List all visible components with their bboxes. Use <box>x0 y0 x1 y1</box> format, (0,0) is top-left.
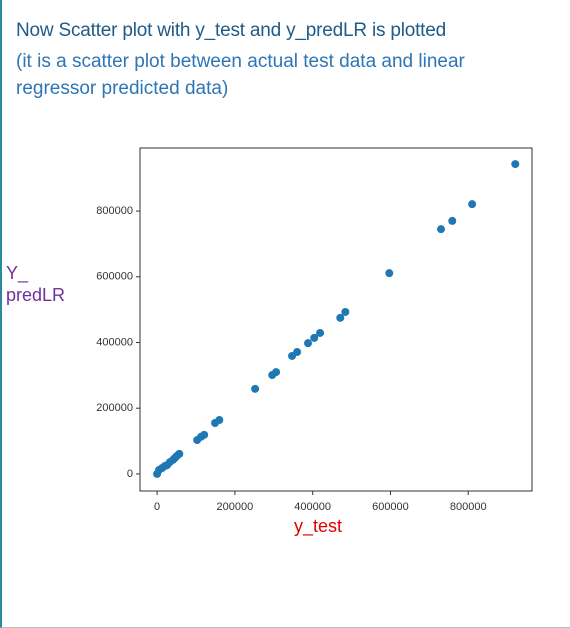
y-tick-label: 0 <box>127 468 133 480</box>
y-axis-label: Y_ predLR <box>6 263 66 305</box>
point <box>511 160 520 169</box>
point <box>336 313 345 322</box>
point <box>385 269 394 278</box>
point <box>175 449 184 458</box>
x-tick-label: 200000 <box>217 501 254 513</box>
point <box>272 368 281 377</box>
x-tick-label: 400000 <box>294 501 331 513</box>
y-tick-label: 800000 <box>96 205 133 217</box>
point <box>310 333 319 342</box>
y-tick-label: 600000 <box>96 271 133 283</box>
point <box>215 416 224 425</box>
point <box>251 384 260 393</box>
x-tick-label: 0 <box>154 501 160 513</box>
y-tick-label: 400000 <box>96 336 133 348</box>
point <box>437 225 445 234</box>
chart-subtitle: (it is a scatter plot between actual tes… <box>16 51 465 99</box>
point <box>341 307 350 316</box>
point <box>468 200 477 209</box>
point <box>200 430 209 439</box>
x-axis-label: y_test <box>293 516 343 536</box>
plot-frame <box>139 147 533 492</box>
chart-title: Now Scatter plot with y_test and y_predL… <box>16 20 446 41</box>
point <box>316 328 325 337</box>
point <box>304 339 312 348</box>
x-tick-label: 800000 <box>450 501 487 513</box>
point <box>293 348 302 357</box>
x-tick-label: 600000 <box>372 501 409 513</box>
point <box>448 216 457 225</box>
y-tick-label: 200000 <box>96 402 133 414</box>
